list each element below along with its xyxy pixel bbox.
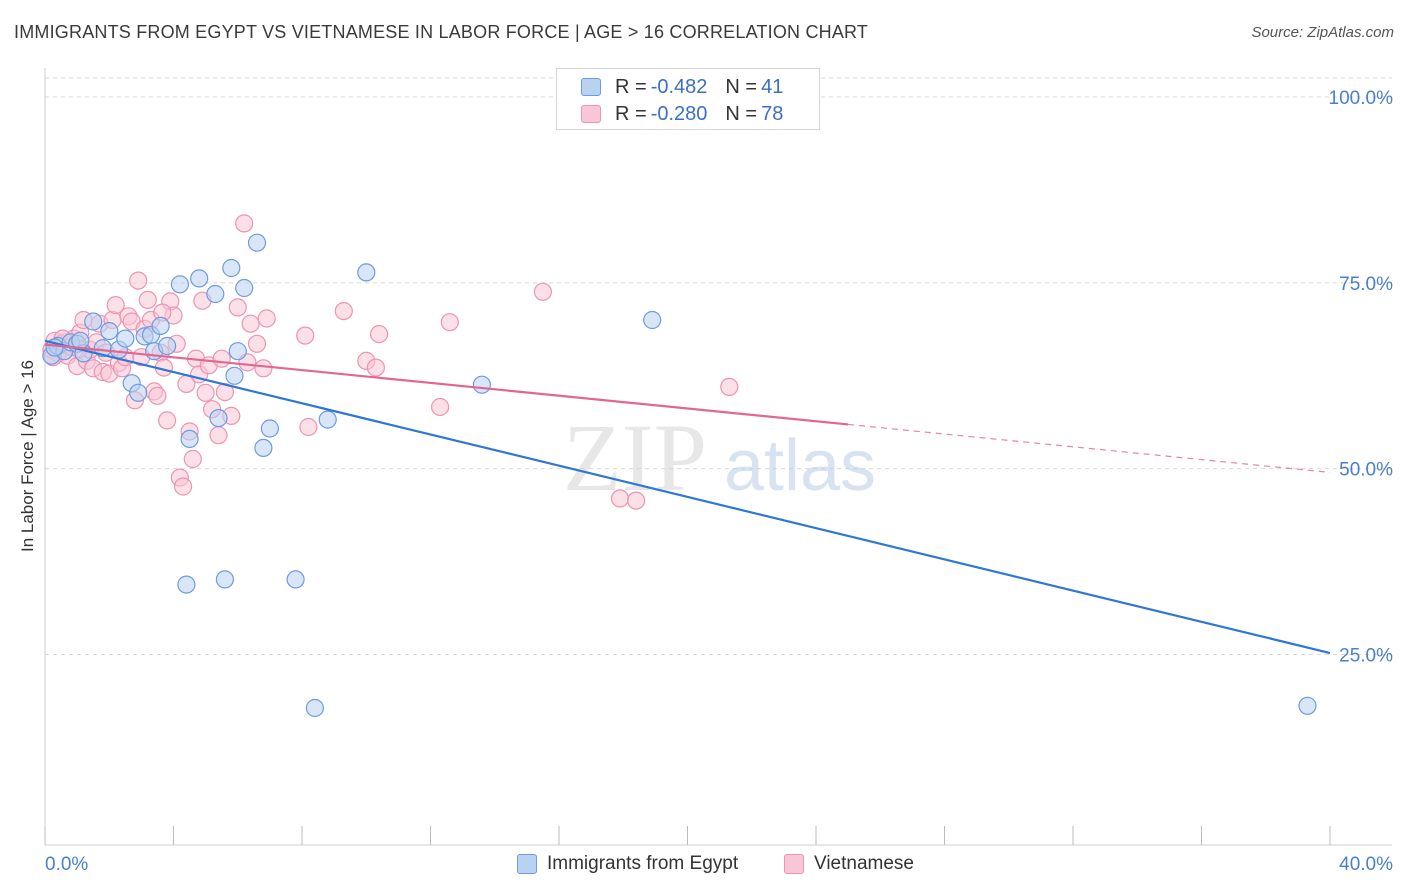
vietnamese-point: [720, 377, 739, 396]
bottom-legend-egypt: Immigrants from Egypt: [517, 852, 738, 876]
y-tick-label: 25.0%: [1339, 646, 1393, 667]
egypt-point: [286, 570, 305, 589]
vietnamese-point: [174, 477, 193, 496]
axes: [44, 68, 1392, 846]
egypt-point: [129, 383, 148, 402]
legend-row-vietnamese: R = -0.280 N = 78: [581, 102, 783, 126]
legend-swatch-vietnamese: [581, 105, 601, 123]
vietnamese-point: [138, 290, 157, 309]
chart-title: IMMIGRANTS FROM EGYPT VS VIETNAMESE IN L…: [14, 22, 869, 42]
vietnamese-point: [626, 491, 646, 510]
vietnamese-trend-line: [44, 343, 849, 426]
vietnamese-point: [129, 271, 148, 290]
legend-r-value: -0.280: [650, 102, 708, 125]
egypt-point: [170, 275, 189, 294]
vietnamese-point: [148, 386, 167, 405]
egypt-point: [215, 570, 234, 589]
egypt-point: [305, 698, 324, 718]
vietnamese-point: [296, 326, 315, 345]
egypt-point: [158, 336, 177, 356]
egypt-point: [151, 316, 170, 335]
y-tick-label: 100.0%: [1329, 88, 1394, 109]
vietnamese-point: [299, 417, 318, 437]
y-tick-label: 75.0%: [1339, 274, 1393, 295]
vietnamese-point: [257, 309, 276, 328]
egypt-point: [222, 258, 241, 278]
vietnamese-point: [228, 298, 247, 317]
y-axis-title: In Labor Force | Age > 16: [18, 359, 37, 553]
vietnamese-point: [370, 325, 389, 344]
egypt-point: [100, 322, 119, 341]
egypt-point: [643, 310, 662, 330]
legend-r-value: -0.482: [650, 75, 708, 98]
tick-labels: 25.0% 50.0% 75.0% 100.0% 0.0% 40.0%: [45, 88, 1393, 875]
egypt-point: [260, 419, 279, 438]
trend-lines: [44, 339, 1331, 655]
bottom-legend-swatch-vietnamese: [784, 854, 804, 874]
vietnamese-point: [209, 426, 228, 445]
vietnamese-point: [158, 411, 177, 430]
bottom-legend-swatch-egypt: [517, 854, 537, 874]
vietnamese-point: [196, 383, 215, 402]
legend-r-label: R =: [615, 102, 647, 125]
vietnamese-point: [431, 397, 450, 417]
egypt-point: [209, 409, 228, 428]
egypt-trend-line: [44, 339, 1331, 655]
egypt-point: [318, 410, 337, 429]
legend-row-egypt: R = -0.482 N = 41: [581, 75, 783, 99]
egypt-point: [190, 269, 209, 288]
legend-swatch-egypt: [581, 78, 601, 96]
egypt-point: [247, 233, 267, 252]
watermark: ZIP atlas: [563, 404, 876, 511]
vietnamese-point: [183, 449, 202, 469]
bottom-legend-label-vietnamese: Vietnamese: [814, 853, 914, 874]
x-tick-label: 0.0%: [45, 854, 88, 875]
vietnamese-point: [235, 214, 254, 233]
vietnamese-trend-extension: [848, 423, 1331, 473]
legend-r-label: R =: [615, 75, 647, 98]
vietnamese-point: [212, 349, 231, 368]
bottom-legend-label-egypt: Immigrants from Egypt: [547, 853, 739, 874]
vietnamese-point: [254, 359, 273, 378]
egypt-point: [84, 312, 103, 331]
legend-n-label: N =: [725, 75, 758, 98]
legend-n-value: 41: [761, 75, 784, 98]
egypt-point: [228, 342, 247, 361]
vietnamese-point: [610, 489, 630, 508]
correlation-legend: R = -0.482 N = 41 R = -0.280 N = 78: [556, 68, 820, 130]
bottom-legend-vietnamese: Vietnamese: [784, 852, 914, 876]
vietnamese-point: [247, 334, 267, 353]
egypt-point: [116, 329, 135, 348]
vietnamese-point: [241, 314, 260, 333]
egypt-point: [254, 438, 273, 457]
vietnamese-point: [106, 296, 125, 315]
egypt-point: [235, 278, 254, 298]
egypt-point: [1298, 696, 1317, 715]
legend-n-label: N =: [725, 102, 758, 125]
legend-n-value: 78: [761, 102, 784, 125]
vietnamese-point: [366, 358, 385, 377]
vietnamese-point: [334, 302, 353, 321]
data-points: [42, 214, 1317, 718]
vietnamese-point: [440, 313, 459, 332]
vietnamese-point: [533, 282, 553, 301]
egypt-point: [206, 284, 225, 304]
egypt-point: [225, 366, 244, 385]
source-label: Source: ZipAtlas.com: [1251, 24, 1394, 41]
y-tick-label: 50.0%: [1339, 460, 1393, 481]
egypt-point: [357, 263, 376, 282]
x-tick-label: 40.0%: [1339, 854, 1393, 875]
egypt-point: [180, 429, 199, 448]
egypt-point: [177, 575, 196, 594]
egypt-point: [472, 375, 491, 394]
watermark-atlas: atlas: [724, 426, 876, 506]
